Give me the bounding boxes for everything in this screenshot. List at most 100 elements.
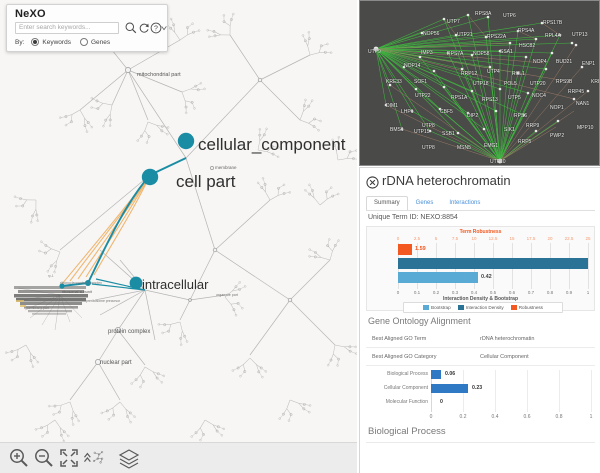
bar-interaction-density <box>398 258 588 269</box>
radio-keywords[interactable] <box>31 38 40 46</box>
bar-value-cellular-component: 0.23 <box>472 385 483 391</box>
legend-label-robustness: Robustness <box>518 305 543 310</box>
chart2-category: Biological Process <box>387 371 428 377</box>
legend-item-bootstrap[interactable]: Bootstrap <box>423 305 451 310</box>
chart1-bottom-tick: 0.3 <box>451 290 459 295</box>
svg-text:?: ? <box>154 26 158 33</box>
chart1-top-tick: 5 <box>434 236 438 241</box>
chart1-bottom-tick: 0.4 <box>470 290 478 295</box>
chart2-category: Cellular Component <box>383 385 428 391</box>
chart1-legend: Bootstrap Interaction Density Robustness <box>403 302 563 313</box>
refresh-icon[interactable] <box>137 21 151 35</box>
unique-term-id: Unique Term ID: NEXO:8854 <box>368 214 458 221</box>
search-by-row[interactable]: By: Keywords Genes <box>15 38 110 46</box>
chart1-bottom-tick: 0.1 <box>413 290 421 295</box>
chart1-bottom-tick: 0.8 <box>546 290 554 295</box>
chart1-bottom-tick: 0 <box>396 290 400 295</box>
bar-cellular-component <box>431 384 468 393</box>
chart1-top-tick: 15 <box>509 236 515 241</box>
node-cellular-component <box>177 132 195 150</box>
chart1-top-tick: 10 <box>471 236 477 241</box>
fit-screen-icon[interactable] <box>58 447 80 469</box>
chart1-bottom-tick: 0.7 <box>527 290 535 295</box>
legend-label-bootstrap: Bootstrap <box>431 305 451 310</box>
tab-genes[interactable]: Genes <box>415 200 434 206</box>
chart1-bottom-tick: 0.5 <box>489 290 497 295</box>
chart1-top-tick: 0 <box>396 236 400 241</box>
legend-swatch-interaction-density <box>457 305 464 310</box>
go-category-score-chart: Biological Process Cellular Component Mo… <box>366 367 595 423</box>
zoom-in-icon[interactable] <box>8 447 30 469</box>
go-alignment-title: Gene Ontology Alignment <box>368 316 471 326</box>
bar-value-molecular-function: 0 <box>440 399 443 405</box>
chart2-tick: 0 <box>429 414 433 420</box>
bar-biological-process <box>431 370 441 379</box>
radio-genes[interactable] <box>79 38 88 46</box>
search-icon[interactable] <box>124 21 138 35</box>
layers-icon[interactable] <box>118 447 140 469</box>
chart2-tick: 0.4 <box>491 414 499 420</box>
page-title: rDNA heterochromatin <box>382 173 511 188</box>
go-row-value: Cellular Component <box>480 353 529 360</box>
term-detail-panel: rDNA heterochromatin Summary Genes Inter… <box>359 167 600 473</box>
node-intracellular <box>129 276 143 290</box>
tab-interactions[interactable]: Interactions <box>449 200 481 206</box>
bar-value-robustness: 1.59 <box>415 246 426 252</box>
legend-swatch-bootstrap <box>423 305 429 310</box>
ontology-tree-panel[interactable]: cellular_component cell part intracellul… <box>0 0 357 473</box>
legend-swatch-robustness <box>510 305 517 310</box>
bar-robustness <box>398 244 412 255</box>
collapse-network-icon[interactable] <box>83 447 105 469</box>
go-row-key: Best Aligned GO Term <box>372 335 427 342</box>
tab-divider <box>366 210 595 211</box>
go-row-value: rDNA heterochromatin <box>480 335 535 342</box>
chart1-top-tick: 12.5 <box>488 236 498 241</box>
chart1-top-tick: 17.5 <box>526 236 536 241</box>
gene-network-graph[interactable] <box>360 1 600 166</box>
chart2-tick: 0.8 <box>555 414 563 420</box>
chart1-top-tick: 22.5 <box>564 236 574 241</box>
chart1-top-tick: 2.5 <box>413 236 421 241</box>
radio-genes-label: Genes <box>90 38 111 46</box>
chart1-bottom-tick: 0.9 <box>565 290 573 295</box>
go-alignment-table: Best Aligned GO Term rDNA heterochromati… <box>366 330 595 366</box>
legend-item-interaction-density[interactable]: Interaction Density <box>457 305 504 310</box>
chart1-bottom-axis-label: Interaction Density & Bootstrap <box>442 296 518 302</box>
chart1-top-tick: 25 <box>585 236 591 241</box>
chart2-tick: 0.6 <box>523 414 531 420</box>
zoom-out-icon[interactable] <box>33 447 55 469</box>
help-icon[interactable]: ? <box>149 21 163 35</box>
table-row: Best Aligned GO Term rDNA heterochromati… <box>366 330 595 348</box>
bar-value-bootstrap: 0.42 <box>481 274 492 280</box>
robustness-chart: Term Robustness 0 2.5 5 7.5 10 12.5 15 1… <box>366 226 595 313</box>
chart1-bottom-tick: 1 <box>586 290 590 295</box>
search-by-label: By: <box>15 38 25 46</box>
detail-header: rDNA heterochromatin <box>360 168 600 196</box>
biological-process-title: Biological Process <box>368 426 446 437</box>
bar-value-biological-process: 0.06 <box>445 371 456 377</box>
chart2-tick: 1 <box>589 414 593 420</box>
tree-toolbar <box>0 442 357 473</box>
legend-item-robustness[interactable]: Robustness <box>510 305 543 310</box>
search-input[interactable] <box>15 22 119 34</box>
gene-network-panel[interactable]: UTP9 UTP10 RPS8A UTP6 UTP7 RPS17B NOP56 … <box>359 0 600 166</box>
chart1-top-tick: 20 <box>547 236 553 241</box>
detail-tabs[interactable]: Summary Genes Interactions <box>366 196 488 211</box>
search-panel[interactable]: NeXO ? By: Keywords <box>6 4 168 52</box>
chart1-top-tick: 7.5 <box>451 236 459 241</box>
chart2-category: Molecular Function <box>385 399 428 405</box>
chart1-bottom-tick: 0.2 <box>432 290 440 295</box>
radio-keywords-label: Keywords <box>42 38 71 46</box>
tab-summary[interactable]: Summary <box>366 196 408 211</box>
app-title: NeXO <box>15 8 46 20</box>
go-row-key: Best Aligned GO Category <box>372 353 437 360</box>
tree-graph[interactable] <box>0 0 357 473</box>
node-cell-part <box>141 168 159 186</box>
close-circle-icon[interactable] <box>366 176 379 189</box>
legend-label-interaction-density: Interaction Density <box>465 305 504 310</box>
chevron-down-icon[interactable] <box>160 23 168 33</box>
biological-process-divider <box>366 442 595 443</box>
chart2-tick: 0.2 <box>459 414 467 420</box>
bar-bootstrap <box>398 272 478 283</box>
